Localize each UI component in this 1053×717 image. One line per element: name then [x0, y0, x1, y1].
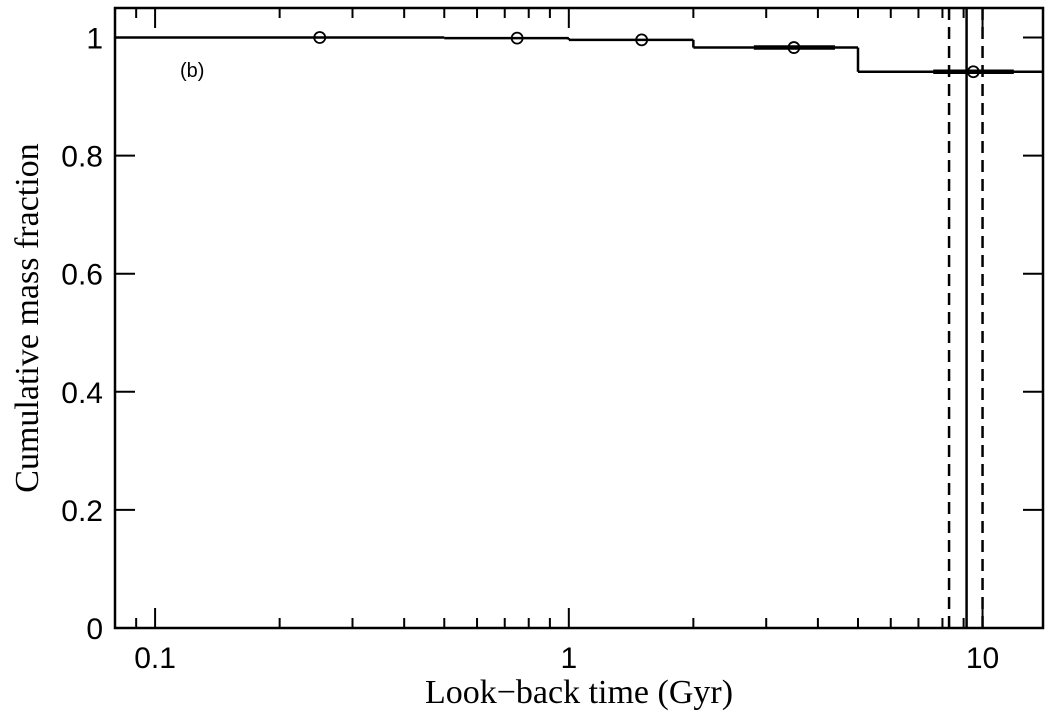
x-tick-label: 0.1: [134, 642, 176, 675]
x-axis-label: Look−back time (Gyr): [425, 674, 733, 711]
data-point: [313, 31, 327, 44]
y-tick-label: 0: [86, 613, 103, 646]
annotation: (b): [180, 60, 204, 82]
data-point: [787, 41, 801, 54]
y-tick-label: 1: [86, 23, 103, 56]
data-point: [510, 31, 524, 45]
y-tick-label: 0.8: [61, 141, 103, 174]
x-tick-label: 1: [560, 642, 577, 675]
x-tick-label: 10: [966, 642, 999, 675]
plot-frame: [113, 6, 1045, 630]
y-tick-label: 0.4: [61, 377, 103, 410]
y-tick-label: 0.2: [61, 495, 103, 528]
data-point: [635, 33, 649, 47]
y-axis-label: Cumulative mass fraction: [9, 143, 46, 492]
y-tick-label: 0.6: [61, 259, 103, 292]
data-point: [966, 65, 980, 79]
